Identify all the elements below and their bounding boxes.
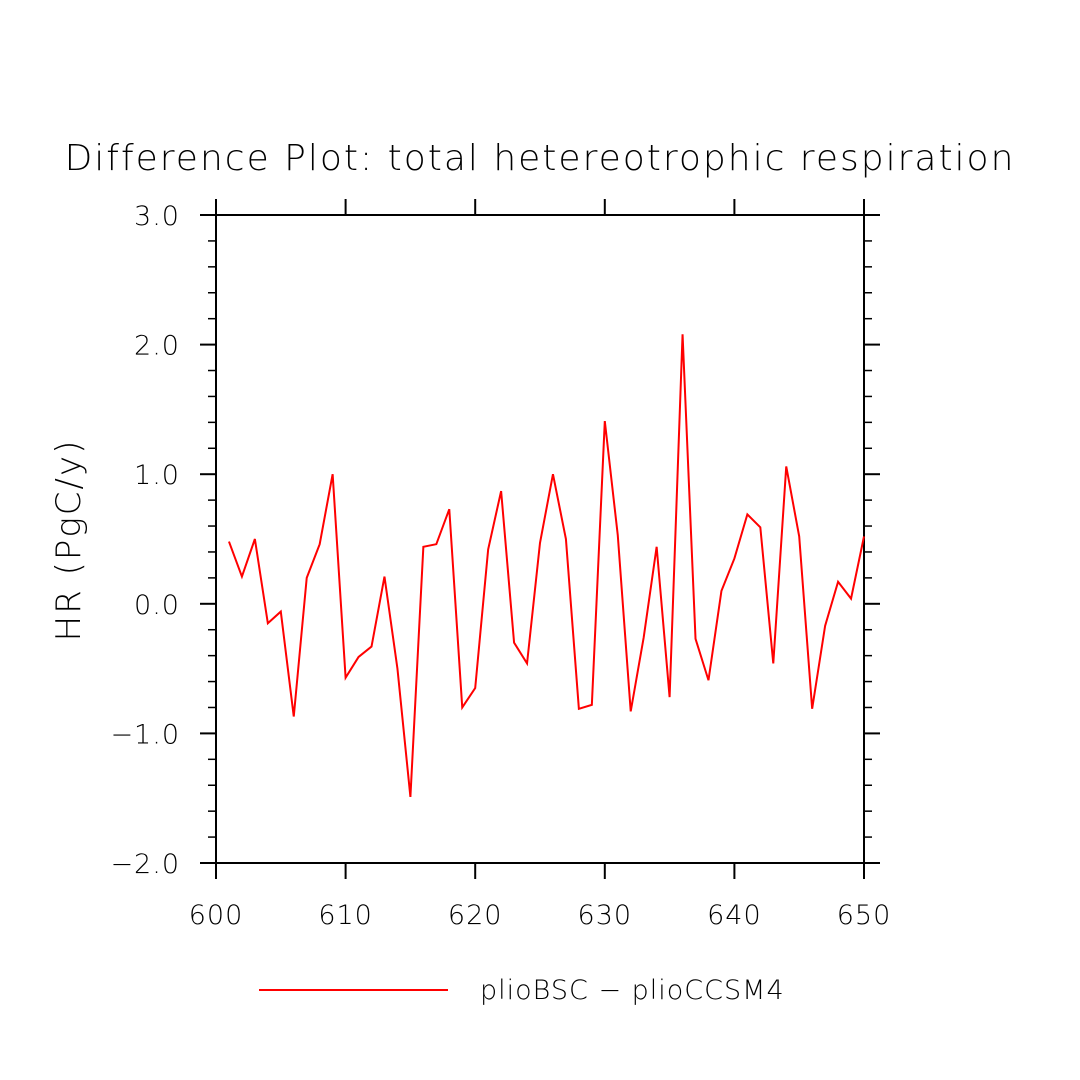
axes: 600 610 620 630 640 650 −2.0 −1.0 0.0 1.0 2.0 3.0 xyxy=(110,199,892,931)
x-tick-label: 650 xyxy=(837,900,892,931)
series-layer xyxy=(228,334,865,798)
x-tick-label: 600 xyxy=(189,900,244,931)
x-tick-label: 630 xyxy=(578,900,633,931)
x-tick-label: 640 xyxy=(707,900,762,931)
chart-title: Difference Plot: total hetereotrophic re… xyxy=(65,138,1016,179)
x-tick-label: 620 xyxy=(448,900,503,931)
y-tick-label: 1.0 xyxy=(134,460,180,491)
legend: plioBSC − plioCCSM4 xyxy=(259,975,785,1006)
y-tick-label: −1.0 xyxy=(110,719,180,750)
y-tick-label: 3.0 xyxy=(134,201,180,232)
x-tick-label: 610 xyxy=(318,900,373,931)
y-tick-label: 2.0 xyxy=(134,331,180,362)
y-tick-label: −2.0 xyxy=(110,849,180,880)
series-line xyxy=(228,334,865,798)
y-axis-label: HR (PgC/y) xyxy=(49,439,89,642)
legend-label: plioBSC − plioCCSM4 xyxy=(480,975,785,1006)
y-tick-label: 0.0 xyxy=(134,590,180,621)
